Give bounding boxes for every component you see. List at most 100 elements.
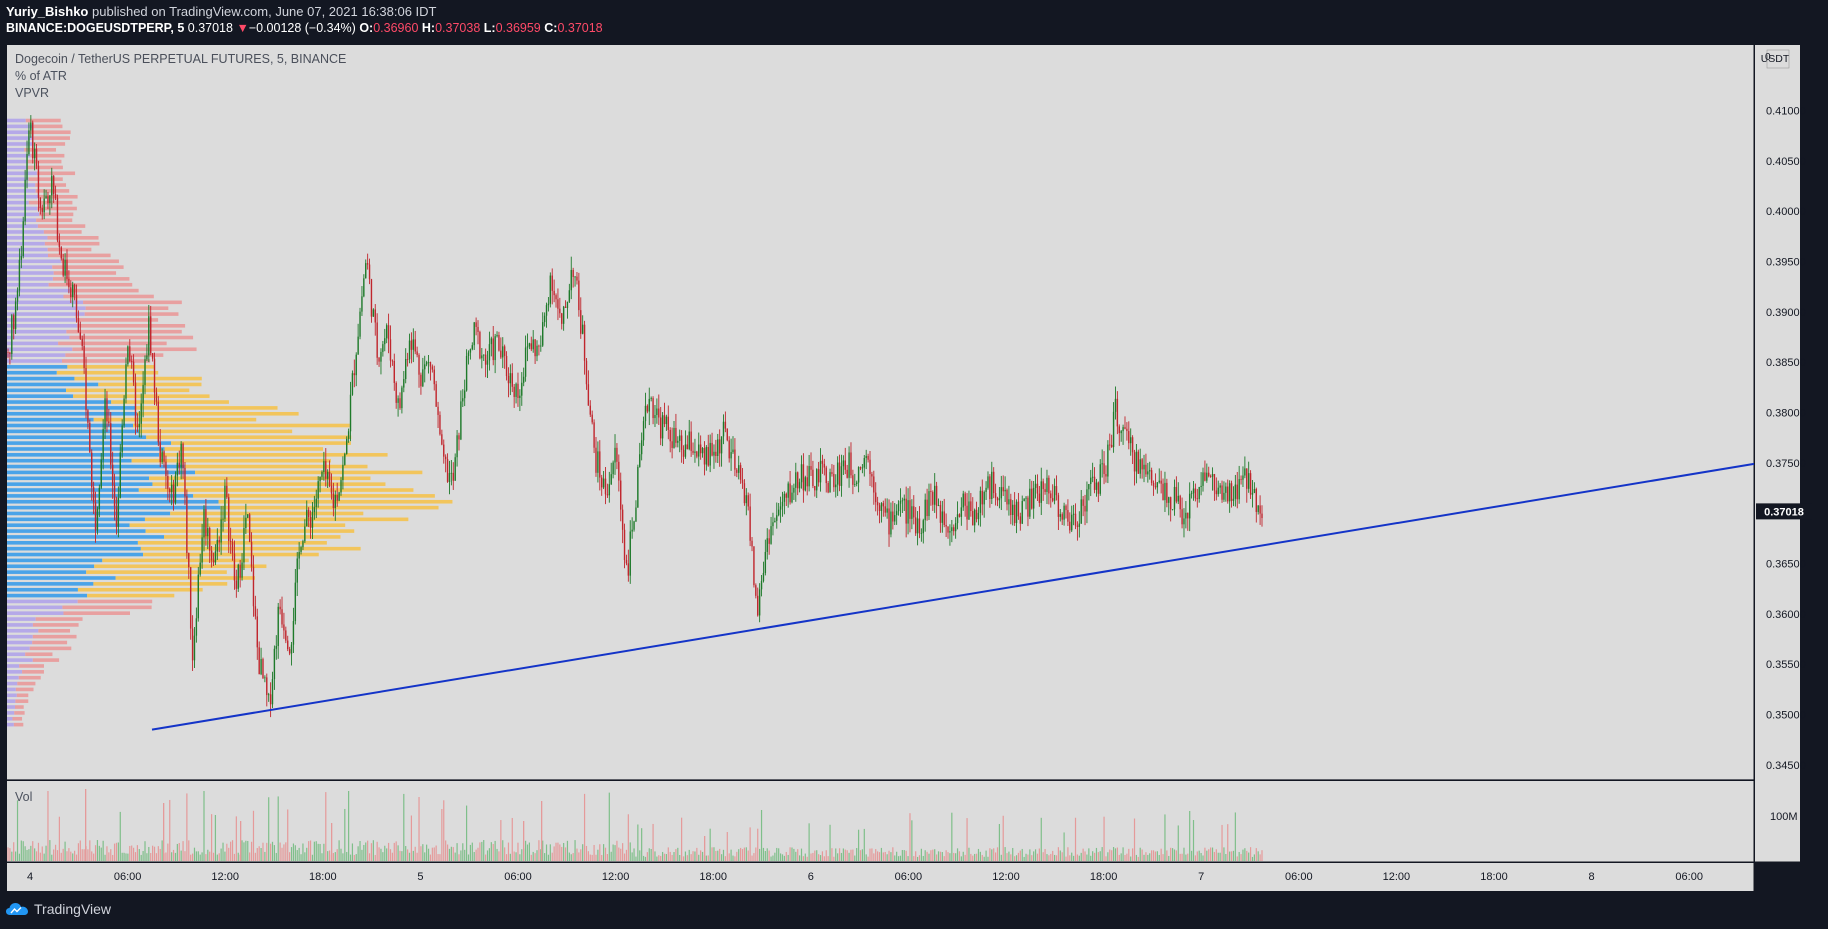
volume-bar	[568, 852, 570, 861]
candle-body	[1158, 480, 1160, 483]
volume-bar	[1118, 854, 1120, 861]
vp-bar-down	[195, 470, 423, 475]
volume-bar	[838, 848, 841, 861]
vp-bar-down	[66, 329, 182, 334]
candle-body	[30, 122, 32, 131]
candle-body	[595, 447, 597, 473]
candle-body	[382, 344, 384, 352]
candle-body	[401, 387, 403, 409]
candle-body	[1063, 505, 1065, 520]
candle-body	[564, 306, 567, 308]
tradingview-brand[interactable]: TradingView	[6, 901, 111, 917]
volume-bar	[555, 842, 557, 861]
candle-body	[351, 373, 354, 395]
candle-body	[1225, 486, 1227, 493]
volume-bar	[557, 842, 559, 861]
vp-bar-up	[7, 593, 88, 598]
volume-bar	[1192, 820, 1195, 861]
volume-bar	[877, 851, 879, 861]
volume-bar	[60, 852, 62, 861]
candle-body	[534, 339, 536, 357]
volume-bar	[852, 849, 854, 861]
volume-bar	[865, 854, 867, 861]
volume-bar	[833, 856, 835, 861]
candle-body	[205, 509, 207, 537]
volume-bar	[821, 851, 824, 861]
author-name[interactable]: Yuriy_Bishko	[6, 4, 89, 19]
candle-body	[1141, 459, 1143, 470]
vp-bar-up	[7, 599, 78, 604]
candle-body	[319, 476, 321, 482]
volume-bar	[62, 848, 64, 861]
volume-bar	[349, 854, 352, 861]
vp-bar-down	[33, 142, 66, 146]
volume-bar	[511, 817, 513, 861]
vp-bar-down	[67, 365, 156, 369]
candle-body	[743, 483, 746, 504]
volume-bar	[528, 842, 530, 861]
indicator-vpvr-label[interactable]: VPVR	[15, 86, 50, 100]
candle-body	[176, 462, 179, 476]
volume-bar	[972, 855, 974, 861]
volume-bar	[561, 846, 563, 861]
high-value: 0.37038	[435, 21, 481, 35]
candle-body	[937, 505, 940, 506]
vp-bar-up	[7, 529, 146, 533]
candle-body	[228, 497, 230, 541]
volume-bar	[1114, 848, 1117, 861]
volume-bar	[18, 853, 21, 861]
candle-body	[186, 496, 188, 554]
candle-body	[332, 493, 335, 508]
candle-body	[140, 403, 142, 424]
volume-bar	[401, 851, 403, 861]
candle-body	[35, 148, 38, 166]
volume-bar	[269, 843, 272, 861]
vp-bar-up	[7, 230, 44, 234]
volume-bar	[818, 854, 820, 861]
candle-body	[679, 435, 681, 441]
candle-body	[610, 474, 612, 485]
candle-body	[361, 296, 363, 312]
volume-bar	[96, 840, 99, 861]
candle-body	[1107, 444, 1109, 477]
candle-body	[956, 514, 959, 524]
candle-body	[1059, 514, 1061, 517]
candle-body	[509, 373, 512, 384]
candle-body	[1206, 472, 1208, 481]
candle-body	[24, 179, 26, 222]
candle-body	[444, 456, 447, 460]
vp-bar-up	[7, 323, 78, 328]
candle-body	[51, 175, 53, 196]
volume-bar	[1031, 855, 1033, 861]
volume-bar	[532, 851, 534, 861]
volume-bar	[458, 854, 460, 861]
candle-body	[1017, 501, 1020, 517]
volume-bar	[563, 842, 565, 861]
volume-bar	[899, 855, 902, 861]
volume-bar	[452, 847, 454, 861]
candle-body	[989, 476, 991, 500]
candle-body	[511, 373, 513, 387]
volume-bar	[169, 799, 171, 861]
volume-bar	[625, 849, 628, 861]
vp-bar-up	[7, 171, 37, 176]
candle-body	[1015, 501, 1018, 524]
vp-bar-down	[47, 247, 92, 252]
price-axis-unit-box	[1766, 49, 1790, 69]
price-tick-label: 0.36000	[1766, 609, 1806, 621]
vp-bar-down	[131, 458, 331, 463]
symbol-line: BINANCE:DOGEUSDTPERP, 5	[6, 21, 185, 35]
candle-body	[608, 484, 611, 496]
vp-bar-up	[7, 406, 136, 410]
indicator-atr-label[interactable]: % of ATR	[15, 69, 67, 83]
candle-body	[684, 444, 687, 457]
volume-bar	[317, 843, 319, 861]
last-price-badge-text: 0.37018	[1764, 506, 1804, 518]
volume-bar	[679, 855, 681, 861]
volume-bar	[610, 851, 612, 861]
candle-body	[275, 646, 278, 649]
candle-body	[287, 640, 289, 650]
candle-body	[399, 398, 401, 409]
volume-pane-label[interactable]: Vol	[15, 790, 33, 804]
